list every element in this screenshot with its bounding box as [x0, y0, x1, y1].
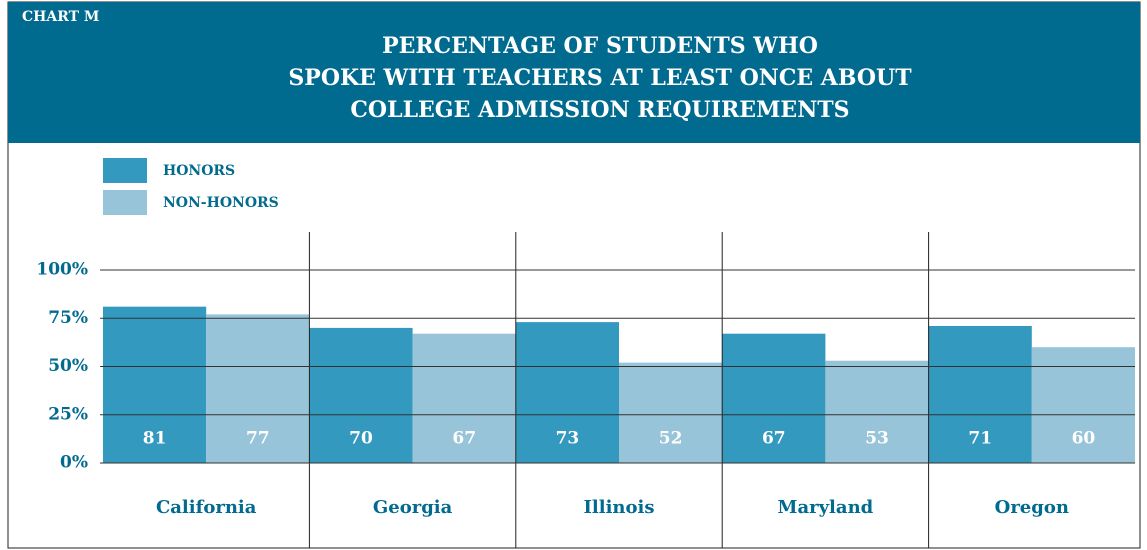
bar: [515, 322, 619, 463]
value-label: 67: [452, 429, 476, 449]
chart-title: PERCENTAGE OF STUDENTS WHO: [382, 33, 818, 59]
bar: [722, 333, 826, 463]
y-tick-label: 25%: [48, 404, 88, 424]
legend-label: HONORS: [163, 163, 235, 179]
x-tick-label: Georgia: [373, 497, 453, 518]
legend-swatch: [103, 190, 147, 215]
chart-title: COLLEGE ADMISSION REQUIREMENTS: [350, 97, 849, 123]
legend-label: NON-HONORS: [163, 195, 279, 211]
x-tick-label: Maryland: [778, 497, 874, 518]
bar: [103, 306, 207, 463]
header-band: [8, 2, 1140, 143]
value-label: 71: [968, 429, 992, 449]
bar: [825, 360, 929, 463]
value-label: 70: [349, 429, 373, 449]
x-tick-label: California: [156, 497, 257, 518]
value-label: 53: [865, 429, 889, 449]
value-label: 52: [659, 429, 683, 449]
chart-title: SPOKE WITH TEACHERS AT LEAST ONCE ABOUT: [288, 65, 912, 91]
value-label: 73: [556, 429, 580, 449]
y-tick-label: 100%: [36, 260, 88, 280]
legend-swatch: [103, 158, 147, 183]
value-label: 67: [762, 429, 786, 449]
y-tick-label: 0%: [60, 453, 88, 473]
bar: [928, 325, 1032, 463]
chart-label: CHART M: [22, 9, 99, 25]
bar: [206, 314, 310, 463]
y-tick-label: 50%: [48, 356, 88, 376]
x-tick-label: Oregon: [995, 497, 1069, 518]
bar: [412, 333, 516, 463]
bar: [309, 327, 413, 463]
y-tick-label: 75%: [48, 308, 88, 328]
bar: [619, 362, 723, 463]
value-label: 60: [1072, 429, 1096, 449]
x-tick-label: Illinois: [584, 497, 655, 518]
value-label: 81: [143, 429, 167, 449]
value-label: 77: [246, 429, 270, 449]
